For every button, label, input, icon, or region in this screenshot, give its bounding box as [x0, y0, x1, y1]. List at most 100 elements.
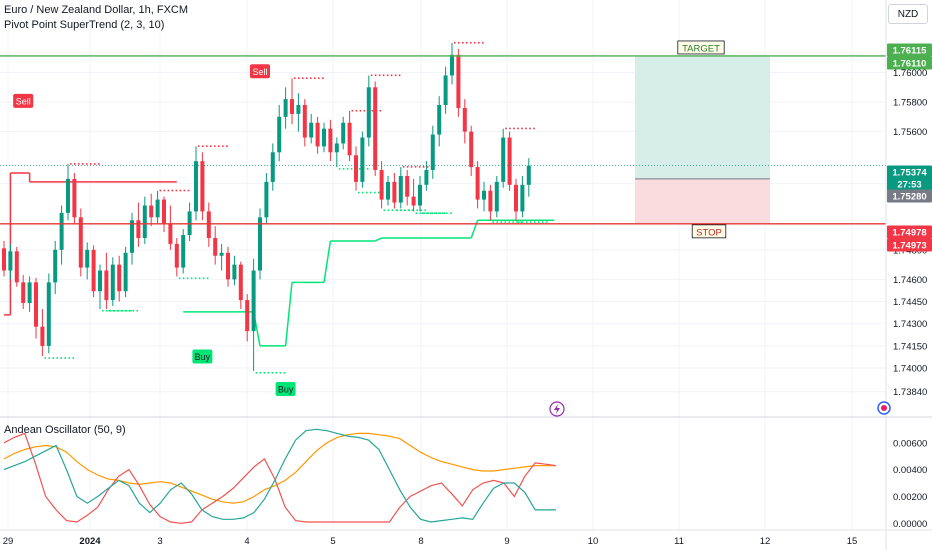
candle-body [200, 161, 205, 212]
pivot-high-dot [462, 41, 464, 44]
candle-body [315, 122, 320, 147]
pivot-low-dot [404, 209, 406, 212]
candle-body [411, 196, 416, 206]
candle-body [398, 175, 403, 203]
pivot-high-dot [86, 163, 88, 165]
pivot-high-dot [402, 166, 405, 168]
target-price-tag-2: 1.76110 [893, 59, 927, 70]
target-label: TARGET [682, 43, 720, 54]
candle-body [149, 205, 154, 218]
countdown-tag-bg [887, 177, 932, 191]
pivot-low-dot [190, 277, 193, 280]
pivot-high-dot [226, 145, 228, 147]
candle-body [283, 99, 288, 117]
supertrend-step [374, 237, 382, 242]
pivot-low-dot [178, 277, 181, 280]
candle-body [8, 251, 13, 271]
pivot-high-dot [517, 127, 519, 130]
pivot-low-dot [387, 209, 390, 212]
candle-body [238, 264, 243, 301]
pivot-low-dot [431, 212, 434, 215]
candle-body [341, 122, 346, 144]
pivot-high-dot [302, 77, 304, 80]
pivot-low-dot [538, 221, 540, 223]
pivot-low-dot [522, 221, 524, 223]
candle-body [328, 128, 333, 153]
pivot-low-dot [434, 212, 436, 215]
pivot-low-dot [255, 372, 258, 374]
pivot-low-dot [132, 309, 134, 312]
candle-body [155, 199, 160, 218]
pivot-high-dot [482, 41, 484, 44]
entry-price-tag: 1.75280 [892, 192, 926, 203]
pivot-high-dot [74, 163, 76, 165]
currency-button[interactable]: NZD [888, 4, 928, 24]
pivot-low-dot [267, 372, 270, 374]
candle-body [213, 238, 218, 256]
pivot-high-dot [513, 127, 515, 130]
pivot-low-dot [358, 168, 361, 170]
candle-body [85, 249, 90, 268]
pivot-high-dot [418, 166, 421, 168]
pivot-high-dot [378, 74, 381, 77]
candle-body [110, 264, 115, 301]
pivot-low-dot [391, 209, 394, 212]
candle-body [258, 217, 262, 271]
pivot-low-dot [408, 209, 410, 212]
pivot-high-dot [179, 189, 182, 192]
pivot-low-dot [350, 168, 353, 170]
candle-body [98, 270, 102, 292]
candle-body [290, 99, 294, 114]
pivot-low-dot [526, 221, 528, 223]
osc-series-line [3, 432, 556, 504]
pivot-low-dot [419, 212, 422, 215]
pivot-low-dot [206, 277, 209, 280]
pivot-low-dot [420, 209, 422, 212]
target-zone [635, 55, 770, 179]
pivot-high-dot [163, 189, 166, 192]
stop-label-box [691, 224, 727, 239]
pivot-high-dot [214, 145, 216, 147]
oscillator-title[interactable]: Andean Oscillator (50, 9) [4, 424, 126, 436]
sell-signal-box [13, 93, 34, 108]
pivot-low-dot [102, 309, 104, 312]
pivot-high-dot [314, 77, 316, 80]
pivot-high-dot [351, 109, 354, 112]
pivot-high-dot [382, 74, 385, 77]
osc-series-line [3, 428, 556, 523]
candle-body [78, 217, 83, 268]
buy-signal-label: Buy [278, 385, 294, 395]
pivot-high-dot [370, 74, 373, 77]
pivot-high-dot [78, 163, 80, 165]
pivot-high-dot [322, 77, 324, 80]
pivot-low-dot [443, 212, 446, 215]
pivot-high-dot [298, 77, 300, 80]
pivot-low-dot [106, 309, 108, 312]
pivot-high-dot [175, 189, 178, 192]
pivot-low-dot [439, 212, 442, 215]
supertrend-step [470, 220, 479, 239]
candle-body [443, 75, 448, 106]
indicator-title[interactable]: Pivot Point SuperTrend (2, 3, 10) [4, 19, 165, 31]
candle-body [219, 252, 224, 256]
stop-label: STOP [696, 227, 722, 238]
supertrend-step [284, 282, 293, 346]
misc-icons [549, 401, 891, 417]
pivot-high-dot [206, 145, 208, 147]
pivot-high-dot [398, 74, 401, 77]
buy-signal-box [275, 382, 296, 397]
osc-series-line [3, 432, 557, 524]
pivot-low-dot [342, 168, 345, 170]
candle-body [360, 137, 365, 182]
pivot-high-dot [198, 145, 200, 147]
stop-zone [635, 178, 770, 224]
time-tick-label: 12 [760, 536, 771, 547]
pivot-low-dot [370, 191, 372, 194]
pivot-low-dot [56, 357, 58, 359]
sell-signal-label: Sell [16, 96, 31, 106]
time-tick-label: 29 [3, 536, 14, 547]
pivot-high-dot [406, 166, 409, 168]
pivot-low-dot [182, 277, 185, 280]
candle-body [296, 105, 301, 114]
